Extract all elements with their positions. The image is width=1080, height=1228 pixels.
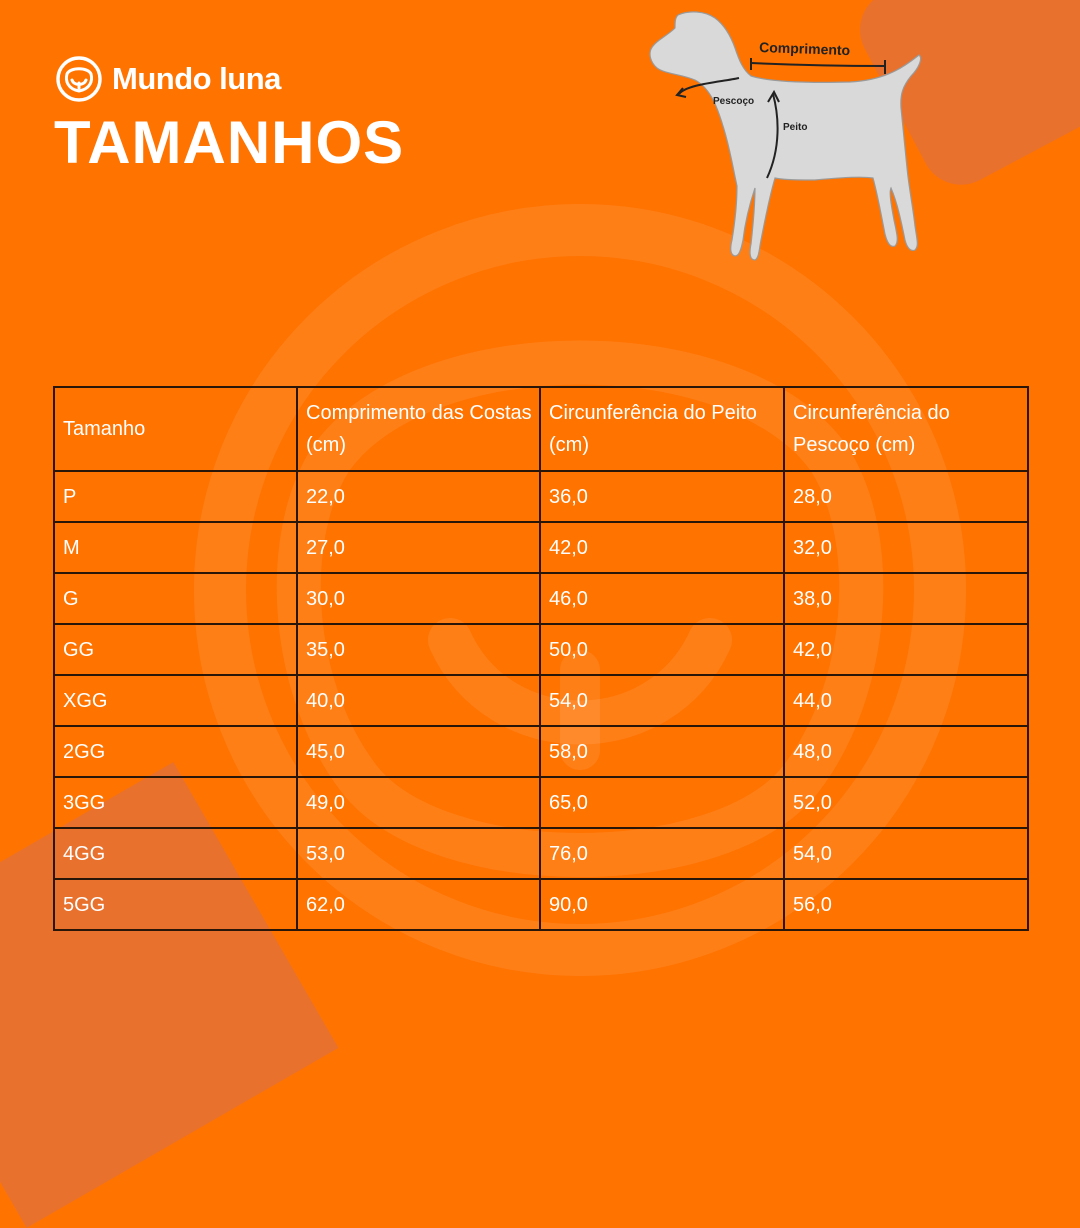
table-header-row: Tamanho Comprimento das Costas (cm) Circ… [53, 386, 1029, 472]
column-header-chest: Circunferência do Peito (cm) [539, 386, 785, 472]
table-row: 2GG 45,0 58,0 48,0 [53, 725, 1029, 778]
table-cell: GG [53, 623, 298, 676]
table-cell: 58,0 [539, 725, 785, 778]
table-cell: 54,0 [539, 674, 785, 727]
table-cell: G [53, 572, 298, 625]
table-cell: P [53, 470, 298, 523]
table-row: 3GG 49,0 65,0 52,0 [53, 776, 1029, 829]
table-row: GG 35,0 50,0 42,0 [53, 623, 1029, 676]
dog-silhouette-icon: Comprimento Pescoço Peito [649, 11, 922, 261]
table-row: M 27,0 42,0 32,0 [53, 521, 1029, 574]
table-cell: 45,0 [296, 725, 541, 778]
table-cell: 50,0 [539, 623, 785, 676]
table-cell: 42,0 [783, 623, 1029, 676]
table-cell: 46,0 [539, 572, 785, 625]
column-header-neck: Circunferência do Pescoço (cm) [783, 386, 1029, 472]
table-cell: 28,0 [783, 470, 1029, 523]
table-row: 4GG 53,0 76,0 54,0 [53, 827, 1029, 880]
dog-face-icon [56, 56, 102, 102]
label-chest: Peito [783, 122, 807, 133]
table-cell: 38,0 [783, 572, 1029, 625]
table-row: XGG 40,0 54,0 44,0 [53, 674, 1029, 727]
table-cell: 53,0 [296, 827, 541, 880]
table-cell: XGG [53, 674, 298, 727]
table-cell: 5GG [53, 878, 298, 931]
brand-name: Mundo luna [112, 61, 281, 96]
label-neck: Pescoço [713, 96, 754, 107]
table-cell: 40,0 [296, 674, 541, 727]
brand: Mundo luna [56, 56, 281, 102]
table-cell: 90,0 [539, 878, 785, 931]
table-cell: 49,0 [296, 776, 541, 829]
table-cell: 52,0 [783, 776, 1029, 829]
table-row: G 30,0 46,0 38,0 [53, 572, 1029, 625]
column-header-back-length: Comprimento das Costas (cm) [296, 386, 541, 472]
column-header-size: Tamanho [53, 386, 298, 472]
table-cell: 35,0 [296, 623, 541, 676]
table-cell: 4GG [53, 827, 298, 880]
label-length: Comprimento [759, 39, 851, 58]
table-row: P 22,0 36,0 28,0 [53, 470, 1029, 523]
table-cell: 56,0 [783, 878, 1029, 931]
table-cell: 30,0 [296, 572, 541, 625]
table-cell: 65,0 [539, 776, 785, 829]
table-cell: 62,0 [296, 878, 541, 931]
table-cell: 3GG [53, 776, 298, 829]
table-cell: 2GG [53, 725, 298, 778]
table-cell: 32,0 [783, 521, 1029, 574]
table-cell: 44,0 [783, 674, 1029, 727]
table-cell: 27,0 [296, 521, 541, 574]
table-row: 5GG 62,0 90,0 56,0 [53, 878, 1029, 931]
table-cell: 22,0 [296, 470, 541, 523]
page-title: TAMANHOS [54, 109, 405, 176]
table-cell: 36,0 [539, 470, 785, 523]
table-cell: 76,0 [539, 827, 785, 880]
table-cell: 42,0 [539, 521, 785, 574]
table-cell: 54,0 [783, 827, 1029, 880]
table-cell: 48,0 [783, 725, 1029, 778]
table-cell: M [53, 521, 298, 574]
size-table: Tamanho Comprimento das Costas (cm) Circ… [53, 386, 1029, 931]
